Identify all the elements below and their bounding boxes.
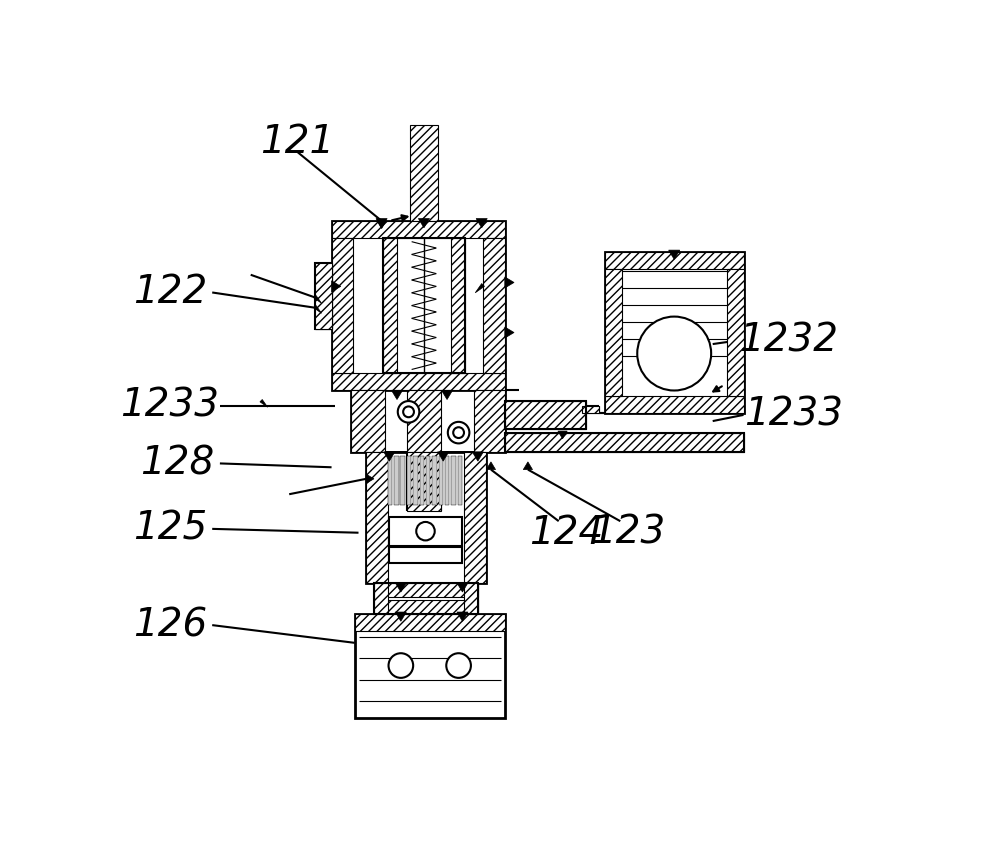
Text: 122: 122 — [133, 273, 207, 311]
Polygon shape — [505, 327, 514, 338]
Bar — [315, 263, 332, 328]
Bar — [407, 452, 441, 511]
Polygon shape — [332, 281, 341, 292]
Text: 1232: 1232 — [739, 321, 838, 360]
Bar — [413, 456, 418, 505]
Bar — [605, 397, 744, 414]
Bar — [505, 401, 586, 429]
Bar — [407, 456, 411, 505]
Text: 121: 121 — [260, 123, 334, 161]
Bar — [420, 456, 424, 505]
Bar — [483, 238, 505, 373]
Polygon shape — [314, 305, 322, 313]
Bar — [410, 124, 438, 221]
Bar — [374, 600, 478, 613]
Polygon shape — [442, 390, 453, 399]
Polygon shape — [457, 583, 468, 592]
Bar — [389, 547, 462, 563]
Bar — [400, 456, 405, 505]
Bar — [383, 238, 397, 373]
Polygon shape — [475, 283, 484, 293]
Text: 128: 128 — [140, 444, 215, 482]
Bar — [727, 269, 744, 397]
Polygon shape — [505, 277, 514, 288]
Circle shape — [416, 522, 435, 541]
Bar — [388, 456, 392, 505]
Bar — [474, 390, 505, 452]
Polygon shape — [669, 250, 680, 260]
Circle shape — [637, 316, 711, 391]
Bar — [332, 373, 505, 390]
Bar — [315, 263, 332, 328]
Polygon shape — [558, 431, 567, 439]
Bar — [505, 432, 744, 452]
Circle shape — [403, 406, 414, 417]
Bar — [426, 456, 430, 505]
Bar — [407, 390, 441, 452]
Bar — [351, 390, 385, 452]
Bar — [464, 583, 478, 613]
Bar — [505, 432, 744, 452]
Circle shape — [398, 401, 419, 423]
Polygon shape — [523, 462, 533, 470]
Bar — [451, 238, 465, 373]
Bar — [366, 452, 486, 583]
Bar — [505, 401, 586, 429]
Bar — [451, 456, 456, 505]
Polygon shape — [438, 452, 449, 461]
Polygon shape — [314, 295, 322, 303]
Bar — [383, 238, 465, 373]
Bar — [605, 251, 744, 269]
Bar — [394, 456, 399, 505]
Polygon shape — [418, 218, 429, 228]
Bar — [439, 456, 443, 505]
Bar — [355, 613, 505, 717]
Circle shape — [389, 653, 413, 678]
Text: 1233: 1233 — [120, 387, 219, 425]
Polygon shape — [366, 475, 374, 483]
Bar — [374, 583, 388, 613]
Bar — [389, 517, 462, 547]
Text: 123: 123 — [591, 514, 665, 552]
Text: 125: 125 — [133, 510, 207, 548]
Polygon shape — [376, 218, 387, 228]
Bar — [332, 221, 505, 390]
Circle shape — [453, 427, 464, 438]
Bar — [366, 452, 388, 583]
Bar — [374, 583, 478, 596]
Text: 124: 124 — [529, 514, 604, 552]
Polygon shape — [457, 612, 468, 621]
Bar — [315, 263, 332, 328]
Text: 1233: 1233 — [744, 396, 843, 434]
Bar — [355, 613, 505, 630]
Polygon shape — [472, 452, 483, 461]
Bar — [374, 583, 478, 613]
Bar — [432, 456, 437, 505]
Polygon shape — [377, 221, 386, 228]
Circle shape — [448, 422, 469, 443]
Polygon shape — [486, 462, 496, 470]
Circle shape — [446, 653, 471, 678]
Text: 126: 126 — [133, 606, 207, 644]
Bar — [458, 456, 462, 505]
Bar — [332, 238, 353, 373]
Bar — [351, 390, 505, 452]
Bar — [332, 221, 505, 238]
Polygon shape — [476, 218, 487, 228]
Polygon shape — [391, 390, 403, 399]
Polygon shape — [395, 583, 406, 592]
Bar — [445, 456, 449, 505]
Polygon shape — [395, 612, 406, 621]
Polygon shape — [260, 399, 268, 407]
Bar — [464, 452, 486, 583]
Bar — [605, 251, 744, 414]
Bar — [605, 269, 622, 397]
Polygon shape — [384, 452, 395, 461]
Bar — [582, 406, 599, 414]
